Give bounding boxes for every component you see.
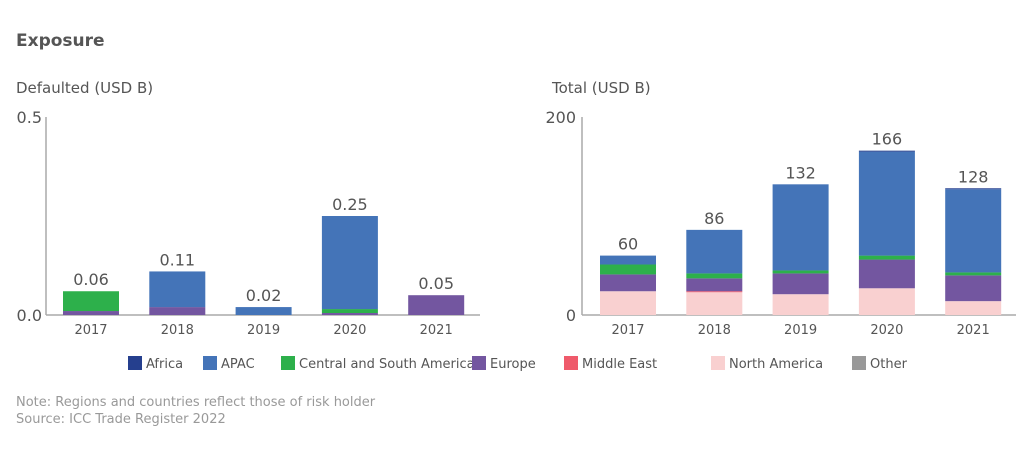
bar-segment-apac [858,151,915,256]
bar-segment-africa [945,188,1002,190]
source-text: Source: ICC Trade Register 2022 [16,412,226,427]
data-label: 60 [618,235,638,254]
data-label: 86 [704,209,724,228]
legend: Africa APAC Central and South America Europ… [128,356,908,372]
x-tick-label: 2019 [247,323,280,338]
x-tick-label: 2021 [957,323,990,338]
bar-segment-europe [600,274,656,292]
chart-title: Defaulted (USD B) [16,79,153,97]
bar-segment-apac [235,307,292,315]
x-tick-label: 2017 [611,323,644,338]
bar-segment-apac [149,271,206,308]
bar-segment-apac [772,184,829,271]
page-title: Exposure [16,31,105,51]
legend-swatch [128,356,142,370]
bar-segment-middle-east [686,291,743,293]
note-text: Note: Regions and countries reflect thos… [16,395,376,410]
legend-label: APAC [221,357,255,372]
legend-item: Africa [128,356,183,372]
legend-swatch [564,356,578,370]
chart-0: Defaulted (USD B) 0.0 0.5 0.06 2017 0.11 2018 0… [16,79,480,338]
bar-segment-africa [858,150,915,152]
x-tick-label: 2017 [74,323,107,338]
legend-swatch [472,356,486,370]
bar-segment-north-america [686,292,743,315]
legend-item: North America [711,356,823,372]
bar-segment-central-and-south-america [321,309,378,314]
x-tick-label: 2021 [420,323,453,338]
bar-segment-north-america [600,291,656,315]
bar-segment-central-and-south-america [63,291,119,312]
chart-title: Total (USD B) [551,79,651,97]
bar-segment-europe [63,311,119,315]
legend-label: Other [870,357,908,372]
data-label: 0.06 [73,270,109,289]
bar-segment-central-and-south-america [772,270,829,274]
data-label: 0.02 [246,286,282,305]
chart-1: Total (USD B) 0 200 60 2017 86 2018 132 2019 166 2… [545,79,1016,338]
legend-label: Europe [490,357,536,372]
y-tick-label: 0 [566,306,576,325]
x-tick-label: 2020 [333,323,366,338]
data-label: 128 [958,167,989,186]
data-label: 0.05 [418,274,454,293]
legend-label: Africa [146,357,183,372]
y-tick-label: 0.5 [17,108,42,127]
legend-item: Middle East [564,356,657,372]
data-label: 0.25 [332,195,368,214]
bar-segment-apac [600,255,656,265]
legend-item: Other [852,356,908,372]
bar-segment-central-and-south-america [686,273,743,279]
y-tick-label: 200 [545,108,576,127]
bar-segment-apac [945,189,1002,273]
x-tick-label: 2018 [161,323,194,338]
x-tick-label: 2019 [784,323,817,338]
bar-segment-apac [321,216,378,310]
legend-swatch [711,356,725,370]
legend-label: Central and South America [299,357,475,372]
bar-segment-europe [858,259,915,289]
bar-segment-central-and-south-america [600,264,656,275]
bar-segment-central-and-south-america [858,255,915,260]
bar-segment-north-america [858,288,915,315]
bar-segment-europe [149,307,206,315]
bar-segment-apac [686,229,743,274]
legend-swatch [203,356,217,370]
legend-label: Middle East [582,357,657,372]
data-label: 166 [872,130,903,149]
bar-segment-north-america [772,294,829,315]
bar-segment-central-and-south-america [945,272,1002,276]
bar-segment-north-america [945,301,1002,315]
legend-item: Central and South America [281,356,475,372]
legend-item: APAC [203,356,255,372]
data-label: 0.11 [159,250,195,269]
x-tick-label: 2018 [698,323,731,338]
bar-segment-europe [686,278,743,292]
x-tick-label: 2020 [870,323,903,338]
y-tick-label: 0.0 [17,306,42,325]
legend-label: North America [729,357,823,372]
legend-item: Europe [472,356,536,372]
data-label: 132 [785,163,816,182]
bar-segment-europe [945,275,1002,302]
bar-segment-europe [772,273,829,295]
legend-swatch [852,356,866,370]
legend-swatch [281,356,295,370]
bar-segment-europe [321,313,378,315]
bar-segment-europe [408,295,465,315]
